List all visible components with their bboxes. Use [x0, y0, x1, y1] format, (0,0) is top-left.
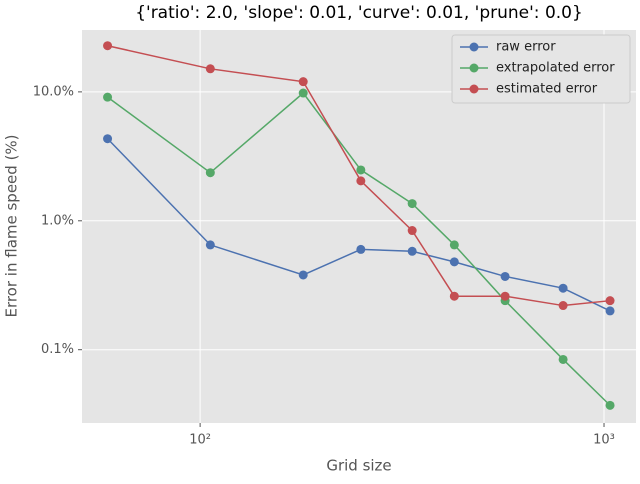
y-tick-label: 1.0%: [41, 213, 74, 228]
data-point: [103, 134, 113, 144]
y-axis-label: Error in flame speed (%): [3, 134, 21, 317]
legend-marker: [469, 42, 479, 52]
y-tick-label: 10.0%: [33, 84, 74, 99]
legend-label: raw error: [496, 40, 556, 55]
x-tick-label: 10²: [189, 433, 211, 448]
data-point: [558, 354, 568, 364]
data-point: [356, 165, 366, 175]
data-point: [298, 270, 308, 280]
data-point: [407, 246, 417, 256]
data-point: [356, 176, 366, 186]
legend-box: [451, 34, 631, 104]
data-point: [407, 199, 417, 209]
data-point: [605, 306, 615, 316]
data-point: [449, 257, 459, 267]
data-point: [103, 41, 113, 51]
legend-marker: [469, 63, 479, 73]
data-point: [449, 240, 459, 250]
data-point: [298, 88, 308, 98]
legend-label: extrapolated error: [496, 61, 615, 76]
data-point: [605, 296, 615, 306]
data-point: [500, 291, 510, 301]
data-point: [298, 77, 308, 87]
series: [103, 134, 615, 316]
x-axis-label: Grid size: [326, 457, 391, 475]
legend-label: estimated error: [496, 82, 598, 97]
data-point: [205, 64, 215, 74]
data-point: [356, 244, 366, 254]
legend-marker: [469, 84, 479, 94]
data-point: [605, 400, 615, 410]
chart-title: {'ratio': 2.0, 'slope': 0.01, 'curve': 0…: [135, 3, 583, 23]
data-point: [407, 226, 417, 236]
series: [103, 41, 615, 311]
x-tick-label: 10³: [593, 433, 615, 448]
data-point: [500, 271, 510, 281]
data-point: [558, 301, 568, 311]
data-point: [449, 291, 459, 301]
data-point: [205, 168, 215, 178]
data-point: [558, 283, 568, 293]
data-point: [103, 92, 113, 102]
data-point: [205, 240, 215, 250]
y-tick-label: 0.1%: [41, 342, 74, 357]
